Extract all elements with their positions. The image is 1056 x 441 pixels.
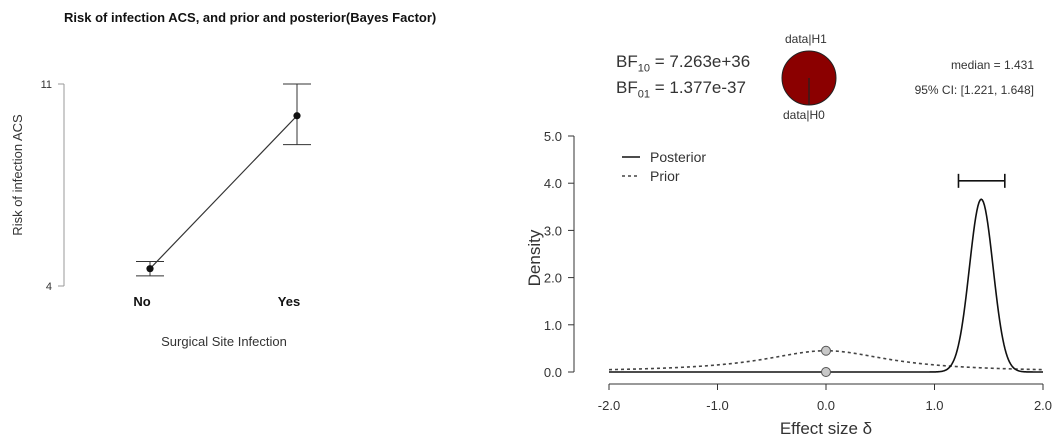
right-y-tick-label: 5.0 <box>544 129 562 144</box>
data-point <box>146 265 154 273</box>
x-category-label: Yes <box>278 294 300 309</box>
right-y-tick-label: 1.0 <box>544 318 562 333</box>
density-at-zero-point <box>821 345 831 356</box>
posterior-ci: 95% CI: [1.221, 1.648] <box>914 83 1034 97</box>
pie-label-h0: data|H0 <box>783 108 825 122</box>
bf10-text: BF10 = 7.263e+36 <box>616 52 751 75</box>
x-category-label: No <box>133 294 150 309</box>
left-y-tick-label: 11 <box>41 79 52 91</box>
right-y-tick-label: 4.0 <box>544 176 562 191</box>
figure-title: Risk of infection ACS, and prior and pos… <box>64 10 437 25</box>
profile-line <box>149 115 298 270</box>
right-x-tick-label: -2.0 <box>598 398 620 413</box>
right-x-tick-label: -1.0 <box>706 398 728 413</box>
right-y-tick-label: 2.0 <box>544 271 562 286</box>
data-point <box>293 112 301 120</box>
left-y-tick-label: 4 <box>46 281 52 293</box>
right-x-tick-label: 0.0 <box>817 398 835 413</box>
right-x-tick-label: 1.0 <box>925 398 943 413</box>
left-x-axis-label: Surgical Site Infection <box>161 334 287 349</box>
posterior-median: median = 1.431 <box>950 58 1034 72</box>
legend-posterior-label: Posterior <box>650 149 706 165</box>
pie-label-h1: data|H1 <box>785 32 827 46</box>
right-y-axis-label: Density <box>525 229 544 286</box>
right-y-tick-label: 3.0 <box>544 223 562 238</box>
left-y-axis-label: Risk of infection ACS <box>10 114 25 236</box>
density-at-zero-point <box>821 367 831 377</box>
bf01-text: BF01 = 1.377e-37 <box>616 78 746 101</box>
legend-prior-label: Prior <box>650 168 680 184</box>
right-x-axis-label: Effect size δ <box>780 419 872 438</box>
right-y-tick-label: 0.0 <box>544 365 562 380</box>
right-x-tick-label: 2.0 <box>1034 398 1052 413</box>
